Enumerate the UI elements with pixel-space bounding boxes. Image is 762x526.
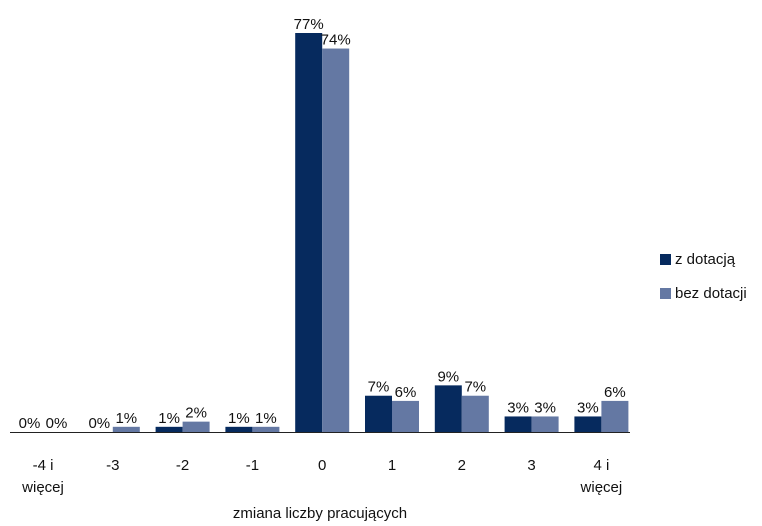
legend-swatch bbox=[660, 254, 671, 265]
data-label: 1% bbox=[115, 410, 137, 427]
x-tick-label: więcej bbox=[580, 479, 623, 496]
x-tick-label: więcej bbox=[21, 479, 64, 496]
x-tick-label: 2 bbox=[458, 457, 466, 474]
x-tick-label: 1 bbox=[388, 457, 396, 474]
data-label: 1% bbox=[158, 410, 180, 427]
bar-bez-dotacji-4 bbox=[322, 48, 350, 432]
data-label: 3% bbox=[507, 399, 529, 416]
data-label: 74% bbox=[321, 32, 351, 49]
x-tick-label: 4 i bbox=[593, 457, 609, 474]
bar-z-dotacja-3 bbox=[225, 426, 253, 432]
data-label: 1% bbox=[255, 410, 277, 427]
x-tick-label: 0 bbox=[318, 457, 326, 474]
legend-item: z dotacją bbox=[660, 251, 735, 268]
data-label: 2% bbox=[185, 405, 207, 422]
data-label: 7% bbox=[464, 379, 486, 396]
bar-z-dotacja-2 bbox=[155, 426, 183, 432]
data-label: 0% bbox=[88, 415, 110, 432]
data-label: 0% bbox=[46, 415, 68, 432]
x-tick-label: -1 bbox=[246, 457, 259, 474]
data-label: 77% bbox=[294, 16, 324, 33]
data-label: 7% bbox=[368, 379, 390, 396]
bar-z-dotacja-8 bbox=[574, 416, 602, 432]
data-label: 6% bbox=[604, 384, 626, 401]
data-label: 3% bbox=[577, 399, 599, 416]
data-label: 9% bbox=[437, 368, 459, 385]
bar-bez-dotacji-3 bbox=[252, 426, 280, 432]
data-label: 3% bbox=[534, 399, 556, 416]
legend-label: z dotacją bbox=[675, 251, 736, 268]
bar-bez-dotacji-2 bbox=[182, 421, 210, 432]
x-tick-label: -4 i bbox=[33, 457, 54, 474]
data-label: 1% bbox=[228, 410, 250, 427]
x-axis-title: zmiana liczby pracujących bbox=[233, 505, 407, 521]
legend-label: bez dotacji bbox=[675, 285, 747, 302]
bar-bez-dotacji-6 bbox=[461, 395, 489, 432]
bar-z-dotacja-5 bbox=[365, 395, 392, 432]
bar-bez-dotacji-1 bbox=[112, 426, 140, 432]
data-label: 0% bbox=[19, 415, 41, 432]
bar-z-dotacja-7 bbox=[504, 416, 532, 432]
bar-bez-dotacji-8 bbox=[601, 400, 629, 432]
bar-z-dotacja-4 bbox=[295, 33, 323, 432]
legend-swatch bbox=[660, 288, 671, 299]
x-tick-label: -2 bbox=[176, 457, 189, 474]
bar-z-dotacja-6 bbox=[434, 385, 462, 432]
x-tick-label: -3 bbox=[106, 457, 119, 474]
data-label: 6% bbox=[395, 384, 417, 401]
legend-item: bez dotacji bbox=[660, 285, 747, 302]
bar-bez-dotacji-7 bbox=[531, 416, 559, 432]
bar-bez-dotacji-5 bbox=[392, 400, 419, 432]
x-tick-label: 3 bbox=[527, 457, 535, 474]
